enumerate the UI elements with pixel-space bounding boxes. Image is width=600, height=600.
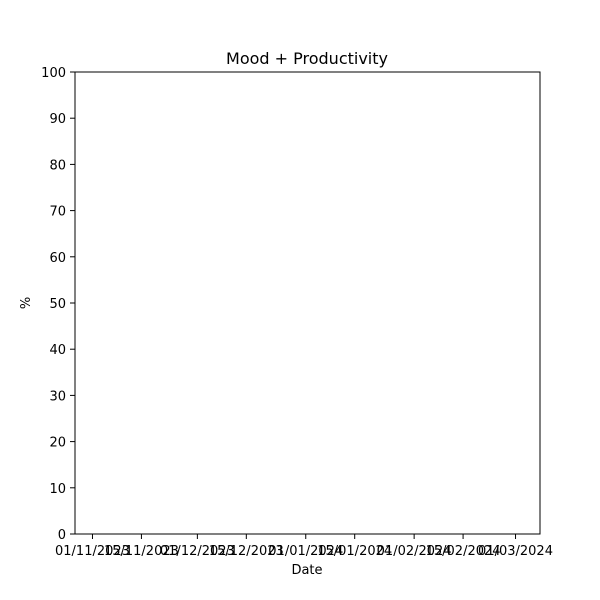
y-tick-label: 40 — [49, 343, 66, 358]
y-tick-label: 100 — [41, 66, 66, 81]
x-axis-label: Date — [291, 563, 322, 578]
x-tick-label: 15/01/2024 — [317, 544, 392, 559]
y-tick-label: 60 — [49, 251, 66, 266]
y-tick-label: 50 — [49, 297, 66, 312]
x-tick-label: 15/02/2024 — [426, 544, 501, 559]
chart-title: Mood + Productivity — [226, 49, 388, 68]
y-tick-label: 80 — [49, 158, 66, 173]
y-axis-label: % — [19, 297, 34, 309]
x-tick-label: 01/11/2023 — [55, 544, 130, 559]
y-tick-label: 0 — [58, 528, 66, 543]
y-tick-label: 90 — [49, 112, 66, 127]
x-tick-label: 01/03/2024 — [478, 544, 553, 559]
plot-area — [74, 71, 541, 535]
y-axis: 0 10 20 30 40 50 60 70 80 90 100 — [41, 66, 75, 543]
x-tick-label: 01/02/2024 — [377, 544, 452, 559]
x-tick-label: 15/12/2023 — [209, 544, 284, 559]
x-tick-label: 15/11/2023 — [104, 544, 179, 559]
x-tick-label: 01/01/2024 — [268, 544, 343, 559]
x-tick-label: 01/12/2023 — [160, 544, 235, 559]
y-tick-label: 20 — [49, 436, 66, 451]
y-tick-label: 70 — [49, 205, 66, 220]
x-axis: 01/11/202315/11/202301/12/202315/12/2023… — [55, 534, 553, 559]
y-tick-label: 30 — [49, 389, 66, 404]
y-tick-label: 10 — [49, 482, 66, 497]
